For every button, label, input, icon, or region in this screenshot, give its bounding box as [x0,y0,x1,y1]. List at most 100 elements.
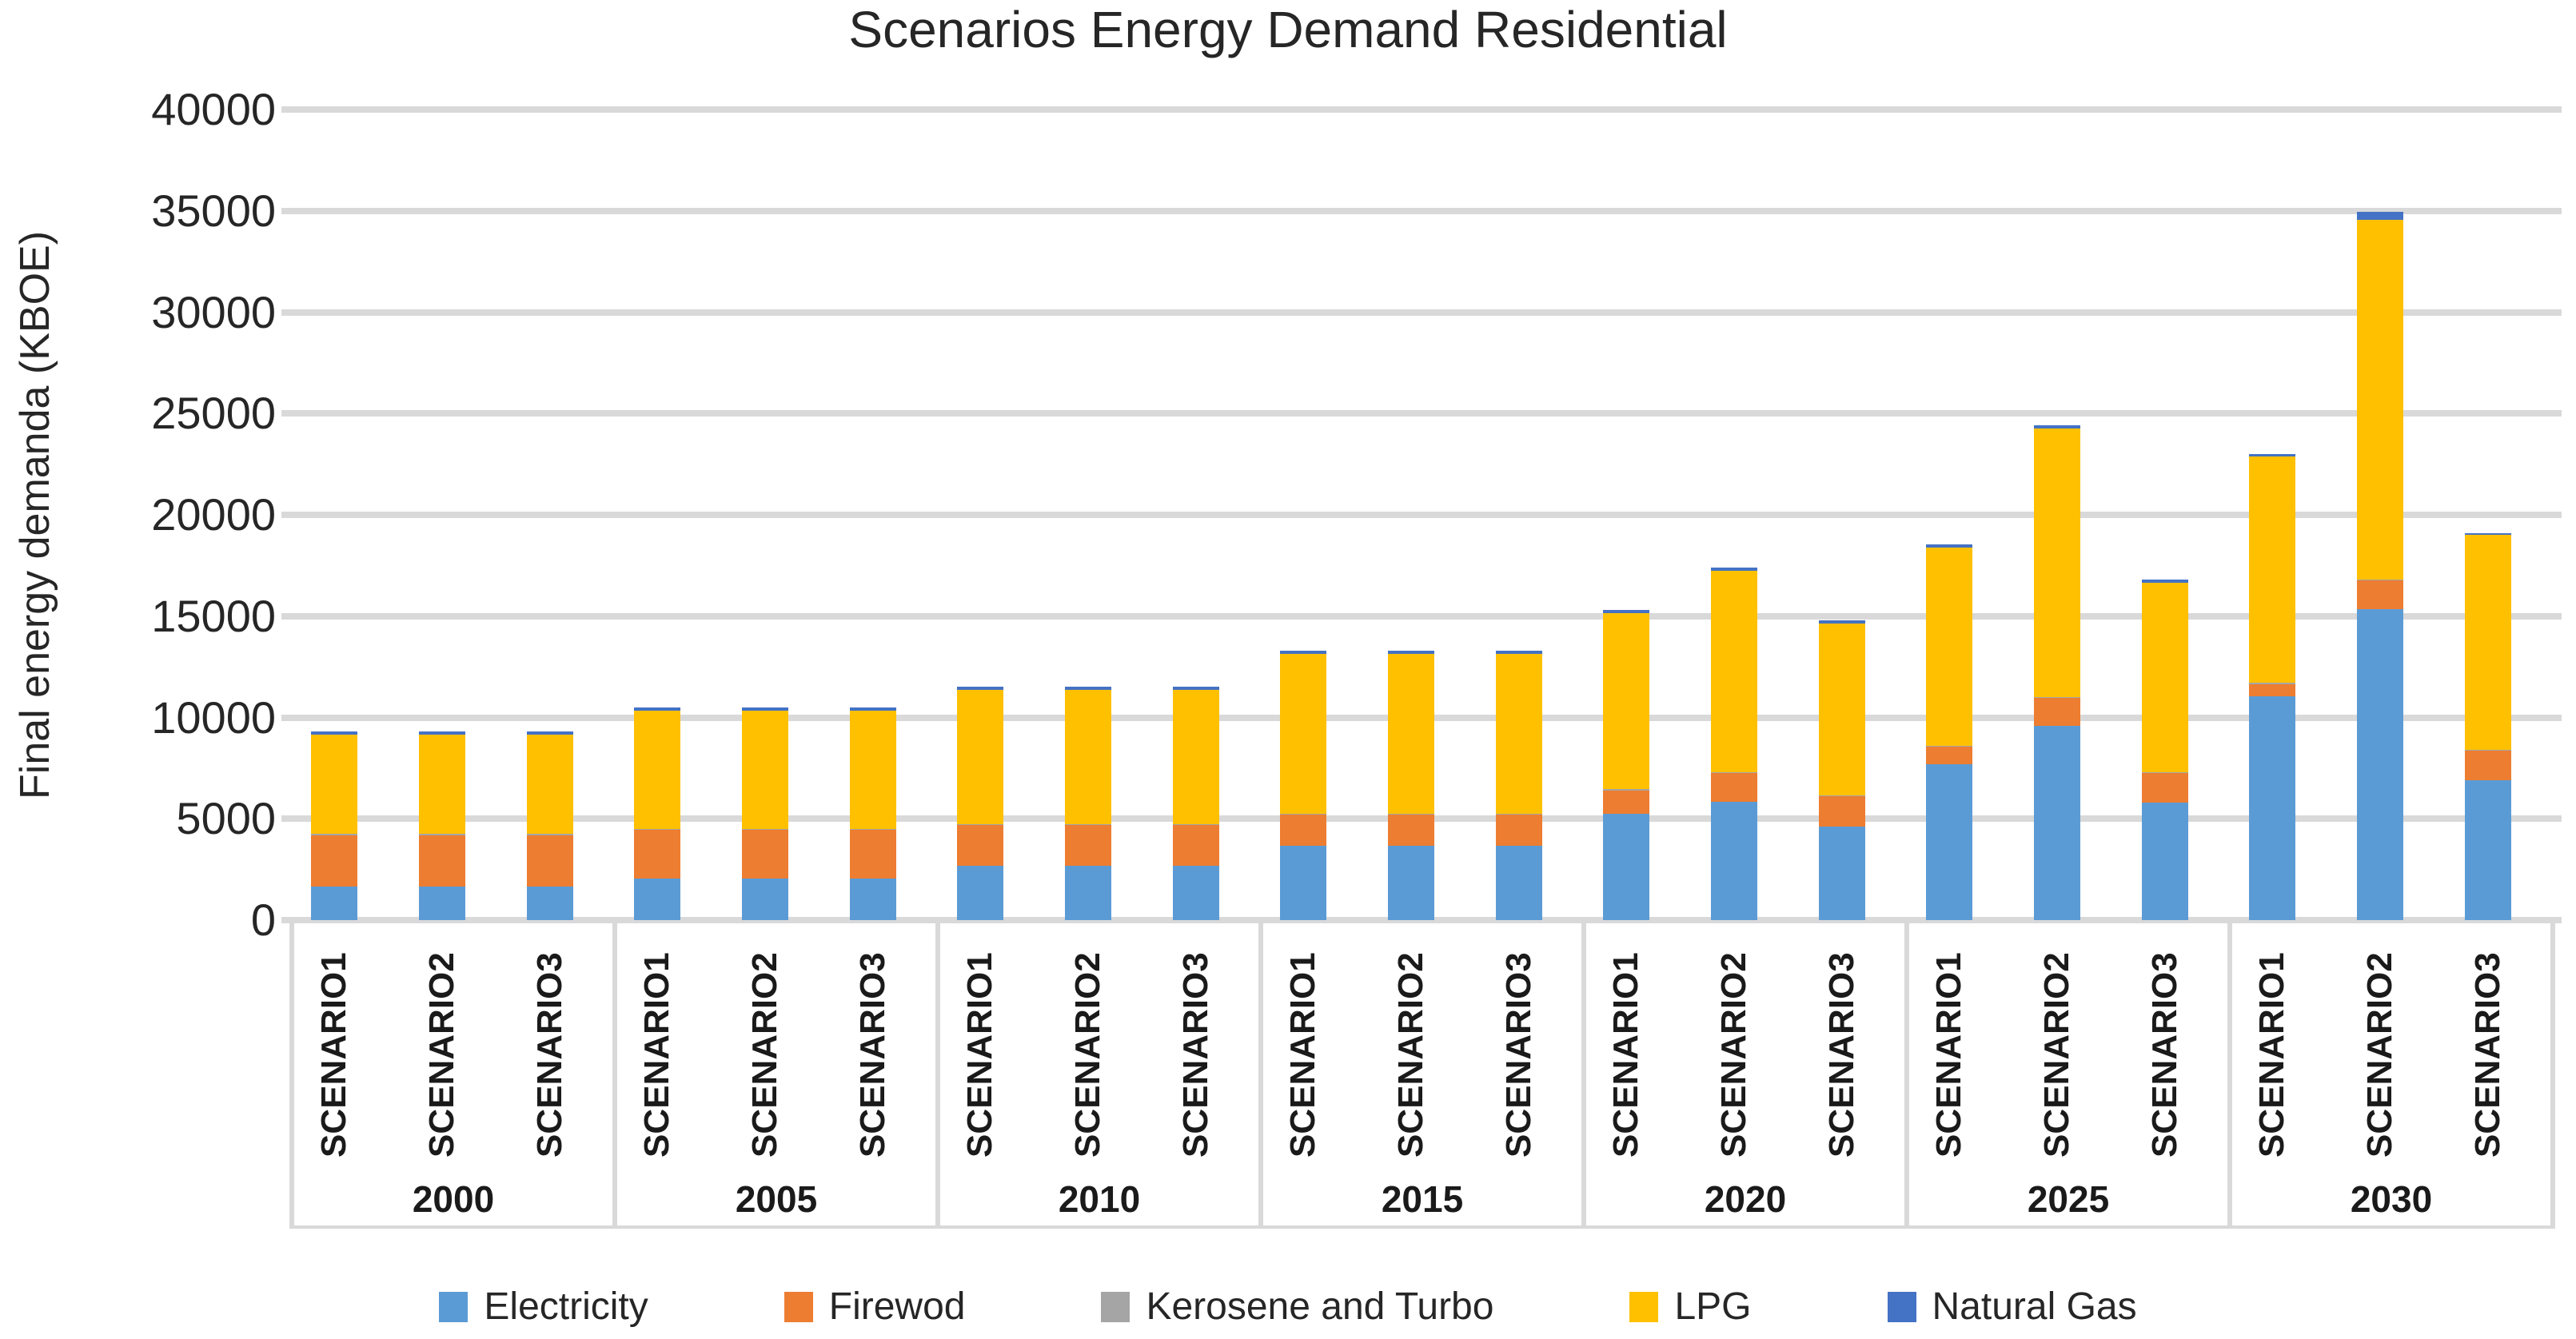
bar-segment-kerosene-and-turbo [1280,813,1327,815]
x-year-label: 2005 [735,1178,818,1220]
bar-segment-natural-gas [2357,212,2403,221]
bar-segment-natural-gas [2464,532,2511,536]
bar-segment-lpg [526,735,573,835]
x-scenario-label: SCENARIO3 [2144,952,2184,1158]
category-divider [1258,920,1263,1227]
legend-swatch-natural-gas [1887,1292,1916,1322]
bar-segment-firewod [526,835,573,887]
x-scenario-label: SCENARIO1 [637,952,677,1158]
y-tick-label: 35000 [151,185,276,236]
legend-item-kerosene-and-turbo: Kerosene and Turbo [1101,1279,1493,1335]
y-tick-label: 30000 [151,286,276,337]
x-scenario-label: SCENARIO2 [1714,952,1753,1158]
x-scenario-label: SCENARIO3 [852,952,892,1158]
legend-label: Electricity [484,1285,648,1328]
legend-swatch-kerosene-and-turbo [1101,1292,1130,1322]
bar-segment-lpg [2464,535,2511,751]
x-scenario-label: SCENARIO1 [1929,952,1969,1158]
category-divider [935,920,940,1227]
bar-segment-kerosene-and-turbo [2034,697,2080,699]
y-tick-label: 0 [250,895,276,945]
legend-label: Natural Gas [1932,1285,2137,1328]
x-scenario-label: SCENARIO1 [1283,952,1323,1158]
bar-segment-electricity [2141,802,2188,920]
bar-segment-firewod [849,830,896,879]
bar-segment-electricity [1388,846,1434,920]
bar-segment-firewod [2141,773,2188,803]
gridline [281,207,2562,214]
bar-segment-lpg [2034,428,2080,698]
bar-segment-electricity [634,879,681,920]
x-scenario-label: SCENARIO2 [2037,952,2076,1158]
bar-segment-natural-gas [1711,567,1757,571]
chart-legend: Electricity Firewod Kerosene and Turbo LPG N… [0,1279,2576,1335]
bar-segment-lpg [957,690,1004,824]
bar-segment-firewod [2249,683,2296,696]
bar-segment-firewod [1711,773,1757,802]
bar-segment-natural-gas [1280,650,1327,654]
x-scenario-label: SCENARIO3 [1498,952,1538,1158]
bar-segment-firewod [311,835,358,887]
bar-segment-lpg [1388,653,1434,814]
bar-segment-natural-gas [742,707,788,711]
bar-segment-lpg [1495,653,1542,814]
bar-segment-natural-gas [2034,425,2080,429]
category-divider [289,920,294,1227]
legend-item-electricity: Electricity [439,1279,648,1335]
bar-segment-electricity [1926,763,1973,920]
bar-segment-natural-gas [2141,580,2188,583]
x-scenario-label: SCENARIO2 [745,952,784,1158]
x-scenario-label: SCENARIO1 [314,952,354,1158]
bar-segment-electricity [849,879,896,920]
x-scenario-label: SCENARIO2 [422,952,461,1158]
bar-segment-firewod [1065,824,1111,866]
bar-segment-electricity [1172,865,1219,920]
bar-segment-kerosene-and-turbo [742,828,788,831]
bar-segment-lpg [2249,456,2296,683]
bar-segment-firewod [2464,751,2511,781]
legend-item-natural-gas: Natural Gas [1887,1279,2137,1335]
legend-item-firewod: Firewod [784,1279,965,1335]
bar-segment-lpg [1926,547,1973,746]
bar-segment-natural-gas [419,731,465,735]
x-scenario-label: SCENARIO1 [960,952,1000,1158]
bar-segment-natural-gas [1172,687,1219,691]
bar-segment-kerosene-and-turbo [419,834,465,835]
bar-segment-kerosene-and-turbo [1603,789,1650,791]
bar-segment-firewod [1388,815,1434,847]
x-scenario-label: SCENARIO2 [2360,952,2399,1158]
gridline [281,612,2562,620]
bar-segment-electricity [2249,695,2296,920]
bar-segment-electricity [1818,827,1865,920]
bar-segment-lpg [1818,623,1865,796]
y-tick-label: 5000 [176,793,276,844]
x-year-label: 2010 [1058,1178,1141,1220]
x-scenario-label: SCENARIO2 [1068,952,1107,1158]
bar-segment-natural-gas [2249,453,2296,457]
bar-segment-firewod [742,830,788,879]
bar-segment-kerosene-and-turbo [634,828,681,831]
x-scenario-label: SCENARIO3 [1821,952,1861,1158]
bar-segment-kerosene-and-turbo [1818,795,1865,797]
bar-segment-kerosene-and-turbo [957,823,1004,825]
bar-segment-kerosene-and-turbo [1711,771,1757,774]
bar-segment-lpg [742,710,788,829]
bar-segment-firewod [2357,580,2403,609]
bar-segment-lpg [1172,690,1219,824]
legend-swatch-firewod [784,1292,813,1322]
category-divider [2227,920,2232,1227]
bar-segment-electricity [2464,780,2511,920]
bar-segment-firewod [1926,747,1973,764]
bar-segment-electricity [311,887,358,920]
bar-segment-natural-gas [634,707,681,711]
bar-segment-natural-gas [1818,620,1865,624]
bar-segment-lpg [1711,570,1757,772]
bar-segment-kerosene-and-turbo [1172,823,1219,825]
bar-segment-firewod [1172,824,1219,866]
bar-segment-natural-gas [1495,650,1542,654]
bar-segment-kerosene-and-turbo [1388,813,1434,815]
bar-segment-electricity [1065,865,1111,920]
bar-segment-natural-gas [1388,650,1434,654]
bar-segment-firewod [1280,815,1327,847]
